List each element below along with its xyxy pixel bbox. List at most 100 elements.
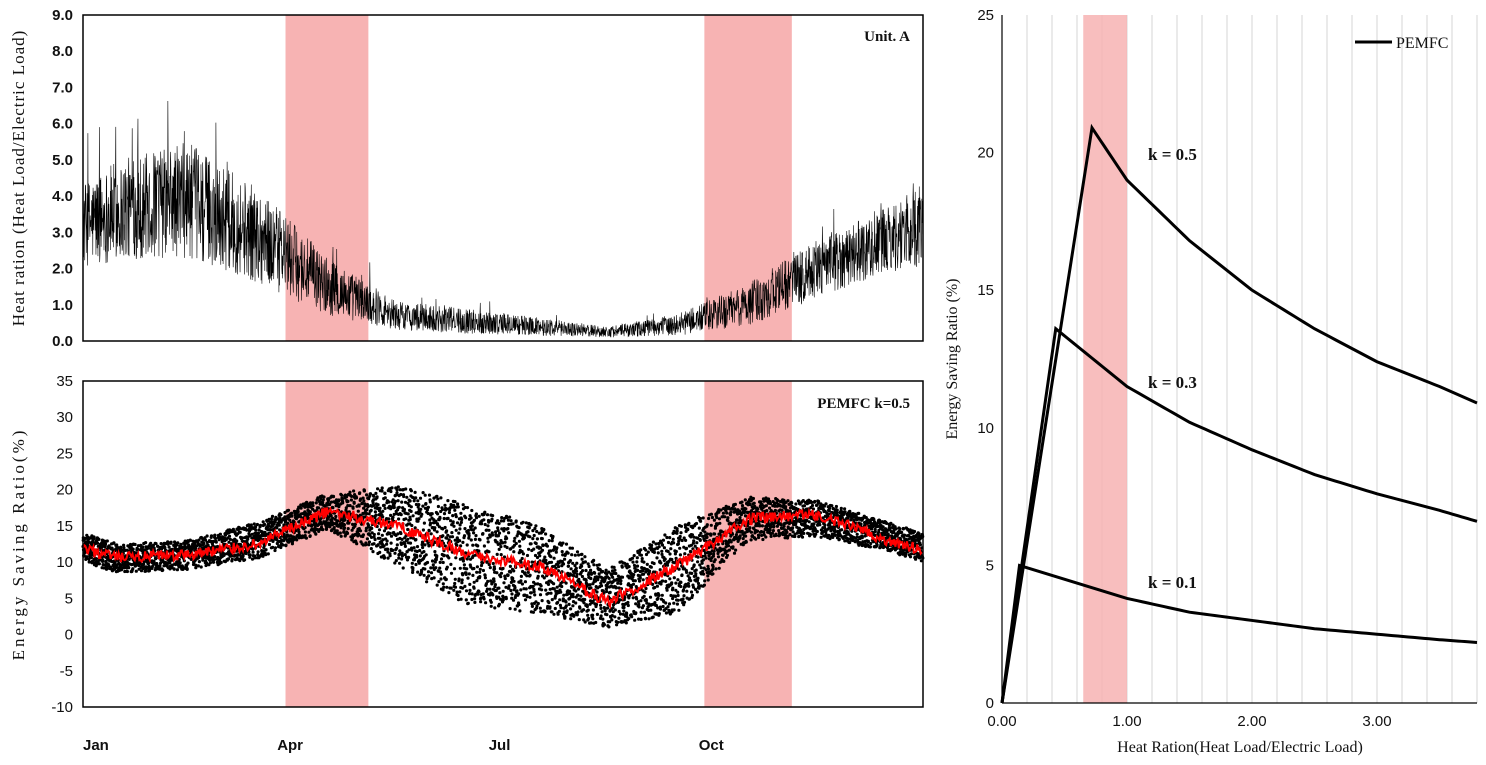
scatter-point <box>500 527 504 531</box>
scatter-point <box>839 506 843 510</box>
scatter-point <box>397 556 401 560</box>
scatter-point <box>530 604 535 609</box>
scatter-point <box>374 491 378 495</box>
scatter-point <box>127 557 131 562</box>
scatter-point <box>637 617 641 621</box>
scatter-point <box>458 566 462 570</box>
scatter-point <box>725 553 730 557</box>
scatter-point <box>593 579 598 583</box>
scatter-point <box>343 518 347 522</box>
scatter-point <box>321 498 325 502</box>
scatter-point <box>812 522 816 526</box>
scatter-point <box>451 514 455 518</box>
scatter-point <box>415 549 419 554</box>
scatter-point <box>571 592 575 596</box>
scatter-point <box>592 563 596 567</box>
scatter-point <box>430 512 434 516</box>
scatter-point <box>550 598 554 602</box>
scatter-point <box>369 508 373 512</box>
scatter-point <box>571 561 575 565</box>
scatter-point <box>732 551 737 555</box>
scatter-point <box>356 509 360 513</box>
scatter-point <box>376 503 380 507</box>
scatter-point <box>258 523 263 528</box>
scatter-point <box>497 521 501 526</box>
scatter-point <box>308 534 312 538</box>
scatter-point <box>637 605 641 609</box>
scatter-point <box>631 596 635 600</box>
scatter-point <box>169 540 173 544</box>
scatter-point <box>449 562 453 567</box>
scatter-point <box>616 620 620 624</box>
scatter-point <box>511 576 515 580</box>
scatter-point <box>538 606 542 610</box>
scatter-point <box>665 588 669 592</box>
scatter-point <box>721 511 726 515</box>
scatter-point <box>415 555 419 559</box>
scatter-point <box>655 584 660 588</box>
scatter-point <box>382 529 387 533</box>
scatter-point <box>738 534 742 538</box>
scatter-point <box>324 527 329 532</box>
scatter-point <box>414 502 418 507</box>
scatter-point <box>527 547 531 551</box>
scatter-point <box>452 524 456 528</box>
scatter-point <box>786 499 790 503</box>
scatter-point <box>512 550 516 554</box>
scatter-point <box>589 586 593 590</box>
scatter-point <box>348 504 352 508</box>
scatter-point <box>523 580 528 584</box>
scatter-point <box>422 573 426 577</box>
scatter-point <box>540 588 544 592</box>
scatter-point <box>194 566 198 570</box>
scatter-point <box>603 609 607 613</box>
scatter-point <box>542 576 546 580</box>
scatter-point <box>469 538 473 542</box>
scatter-point <box>868 545 873 549</box>
scatter-point <box>506 573 510 577</box>
scatter-point <box>662 546 667 550</box>
scatter-point <box>314 532 318 536</box>
scatter-point <box>499 571 504 575</box>
scatter-point <box>672 576 676 580</box>
scatter-point <box>431 563 435 567</box>
scatter-point <box>550 610 554 614</box>
scatter-point <box>718 521 722 525</box>
scatter-point <box>497 602 501 607</box>
scatter-point <box>514 541 518 546</box>
scatter-point <box>380 489 384 493</box>
scatter-point <box>618 612 623 616</box>
scatter-point <box>582 601 586 605</box>
scatter-point <box>597 572 601 576</box>
scatter-point <box>505 545 509 550</box>
scatter-point <box>131 547 135 551</box>
scatter-point <box>352 501 356 505</box>
scatter-point <box>622 605 626 610</box>
scatter-point <box>420 570 424 574</box>
scatter-point <box>549 591 553 595</box>
scatter-point <box>152 562 156 566</box>
scatter-point <box>637 602 641 606</box>
scatter-point <box>421 528 425 532</box>
scatter-point <box>707 516 711 521</box>
scatter-point <box>471 543 475 547</box>
scatter-point <box>546 591 551 595</box>
scatter-point <box>389 534 394 538</box>
scatter-point <box>487 550 491 554</box>
scatter-point <box>813 499 817 504</box>
scatter-point <box>345 531 350 535</box>
scatter-point <box>508 564 512 569</box>
scatter-point <box>322 495 326 499</box>
scatter-point <box>156 544 160 548</box>
scatter-point <box>833 533 837 538</box>
scatter-point <box>334 514 338 519</box>
scatter-point <box>509 547 513 551</box>
scatter-point <box>201 558 205 562</box>
scatter-point <box>705 532 710 536</box>
scatter-point <box>202 541 206 546</box>
scatter-point <box>421 491 425 495</box>
scatter-point <box>532 533 536 538</box>
scatter-point <box>283 510 287 515</box>
scatter-point <box>152 559 156 563</box>
scatter-point <box>96 541 100 545</box>
